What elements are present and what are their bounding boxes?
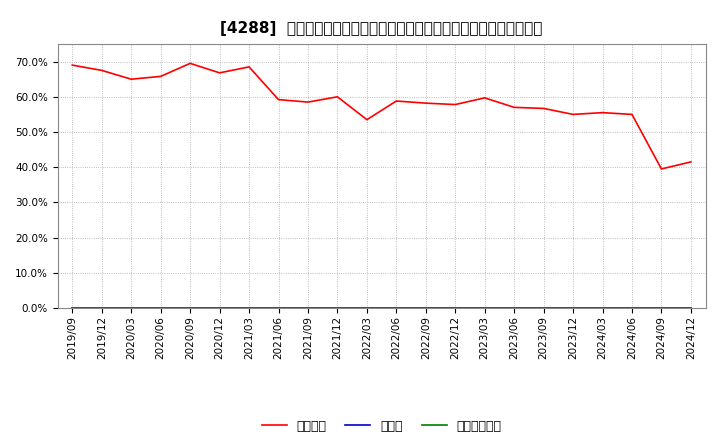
繰延税金資産 [539, 305, 548, 311]
自己資本 [68, 62, 76, 68]
のれん [480, 305, 489, 311]
繰延税金資産 [156, 305, 165, 311]
繰延税金資産 [421, 305, 430, 311]
のれん [68, 305, 76, 311]
のれん [127, 305, 135, 311]
繰延税金資産 [274, 305, 283, 311]
自己資本 [186, 61, 194, 66]
繰延税金資産 [451, 305, 459, 311]
繰延税金資産 [687, 305, 696, 311]
繰延税金資産 [68, 305, 76, 311]
のれん [421, 305, 430, 311]
繰延税金資産 [628, 305, 636, 311]
自己資本 [392, 99, 400, 104]
のれん [451, 305, 459, 311]
繰延税金資産 [510, 305, 518, 311]
Line: 自己資本: 自己資本 [72, 63, 691, 169]
自己資本 [598, 110, 607, 115]
自己資本 [156, 74, 165, 79]
のれん [304, 305, 312, 311]
のれん [97, 305, 106, 311]
自己資本 [421, 100, 430, 106]
自己資本 [215, 70, 224, 76]
のれん [333, 305, 342, 311]
自己資本 [451, 102, 459, 107]
繰延税金資産 [657, 305, 666, 311]
のれん [392, 305, 400, 311]
自己資本 [539, 106, 548, 111]
のれん [245, 305, 253, 311]
繰延税金資産 [392, 305, 400, 311]
のれん [687, 305, 696, 311]
自己資本 [363, 117, 372, 122]
のれん [598, 305, 607, 311]
自己資本 [274, 97, 283, 102]
自己資本 [510, 105, 518, 110]
のれん [628, 305, 636, 311]
のれん [156, 305, 165, 311]
のれん [363, 305, 372, 311]
のれん [510, 305, 518, 311]
繰延税金資産 [598, 305, 607, 311]
自己資本 [657, 166, 666, 172]
自己資本 [97, 68, 106, 73]
繰延税金資産 [304, 305, 312, 311]
繰延税金資産 [186, 305, 194, 311]
自己資本 [480, 95, 489, 100]
のれん [274, 305, 283, 311]
のれん [539, 305, 548, 311]
Legend: 自己資本, のれん, 繰延税金資産: 自己資本, のれん, 繰延税金資産 [256, 414, 507, 437]
自己資本 [127, 77, 135, 82]
繰延税金資産 [245, 305, 253, 311]
自己資本 [304, 99, 312, 105]
繰延税金資産 [569, 305, 577, 311]
繰延税金資産 [333, 305, 342, 311]
自己資本 [245, 64, 253, 70]
繰延税金資産 [127, 305, 135, 311]
のれん [215, 305, 224, 311]
Title: [4288]  自己資本、のれん、繰延税金資産の総資産に対する比率の推移: [4288] 自己資本、のれん、繰延税金資産の総資産に対する比率の推移 [220, 21, 543, 36]
繰延税金資産 [97, 305, 106, 311]
繰延税金資産 [480, 305, 489, 311]
のれん [569, 305, 577, 311]
自己資本 [628, 112, 636, 117]
繰延税金資産 [215, 305, 224, 311]
自己資本 [333, 94, 342, 99]
自己資本 [687, 159, 696, 165]
のれん [186, 305, 194, 311]
自己資本 [569, 112, 577, 117]
繰延税金資産 [363, 305, 372, 311]
のれん [657, 305, 666, 311]
